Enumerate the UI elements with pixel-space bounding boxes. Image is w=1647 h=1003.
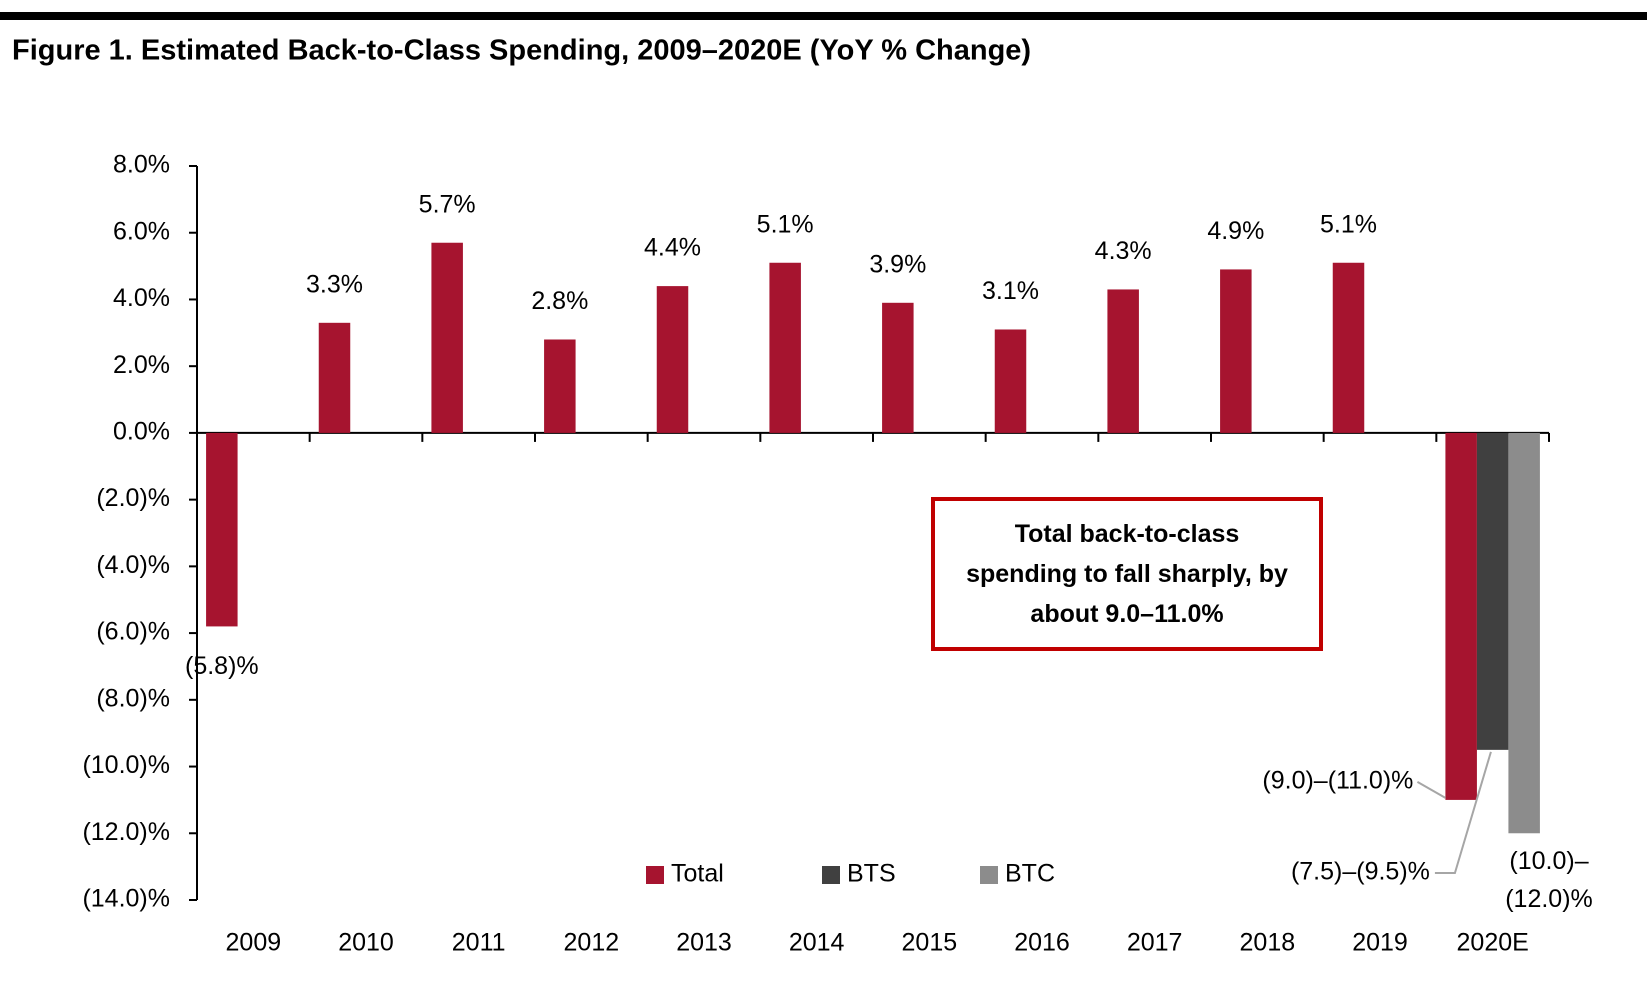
- value-label: (5.8)%: [185, 652, 259, 680]
- bar: [656, 286, 689, 433]
- x-tick-label: 2018: [1240, 929, 1296, 957]
- value-label: 3.3%: [306, 270, 363, 298]
- value-label: 3.1%: [982, 277, 1039, 305]
- legend-label: BTS: [847, 860, 896, 888]
- bar: [1508, 432, 1540, 834]
- bar: [1220, 269, 1252, 433]
- bar: [1476, 432, 1509, 750]
- value-label: (7.5)–(9.5)%: [1291, 858, 1430, 886]
- x-tick-label: 2011: [452, 929, 506, 957]
- value-label: 2.8%: [531, 287, 588, 315]
- bar: [882, 302, 914, 433]
- y-tick-label: 2.0%: [113, 351, 170, 379]
- value-label: 4.9%: [1207, 217, 1264, 245]
- y-tick-label: (12.0)%: [82, 818, 170, 846]
- x-tick-label: 2010: [338, 929, 394, 957]
- bar: [318, 322, 351, 433]
- x-tick-label: 2015: [902, 929, 958, 957]
- value-label: (10.0)–(12.0)%: [1505, 847, 1593, 913]
- y-tick-label: 0.0%: [113, 418, 170, 446]
- annotation: Total back-to-class spending to fall sha…: [931, 497, 1323, 651]
- x-tick-label: 2019: [1352, 929, 1408, 957]
- x-tick-label: 2013: [676, 929, 732, 957]
- y-tick-label: (14.0)%: [82, 885, 170, 913]
- value-label: 4.3%: [1095, 237, 1152, 265]
- y-tick-label: (2.0)%: [96, 484, 170, 512]
- value-label: 3.9%: [869, 250, 926, 278]
- x-tick-label: 2017: [1127, 929, 1183, 957]
- chart-title: Figure 1. Estimated Back-to-Class Spendi…: [12, 35, 1031, 67]
- x-tick-label: 2016: [1014, 929, 1070, 957]
- legend-swatch: [822, 866, 840, 884]
- value-label: 4.4%: [644, 234, 701, 262]
- x-tick-label: 2009: [226, 929, 282, 957]
- value-label: 5.7%: [419, 190, 476, 218]
- bar: [1332, 262, 1365, 433]
- top-rule: [0, 12, 1647, 20]
- legend-label: Total: [671, 860, 724, 888]
- x-tick-label: 2012: [564, 929, 620, 957]
- y-tick-label: (4.0)%: [96, 551, 170, 579]
- bar: [544, 339, 576, 433]
- value-label: 5.1%: [1320, 210, 1377, 238]
- y-tick-label: 6.0%: [113, 217, 170, 245]
- y-tick-label: (8.0)%: [96, 684, 170, 712]
- y-tick-label: (10.0)%: [82, 751, 170, 779]
- bar: [994, 329, 1027, 433]
- bar: [769, 262, 801, 433]
- legend-label: BTC: [1005, 860, 1055, 888]
- y-tick-label: 8.0%: [113, 151, 170, 179]
- bar: [431, 242, 463, 433]
- value-label: 5.1%: [757, 210, 814, 238]
- bar: [206, 432, 238, 627]
- legend-swatch: [980, 866, 998, 884]
- value-label: (9.0)–(11.0)%: [1262, 767, 1413, 795]
- legend-swatch: [646, 866, 664, 884]
- y-tick-label: 4.0%: [113, 284, 170, 312]
- bar: [1445, 432, 1477, 800]
- bar: [1107, 289, 1139, 433]
- leader-line: [1416, 781, 1446, 799]
- y-tick-label: (6.0)%: [96, 618, 170, 646]
- x-tick-label: 2020E: [1457, 929, 1529, 957]
- leader-line: [1434, 751, 1492, 874]
- x-tick-label: 2014: [789, 929, 845, 957]
